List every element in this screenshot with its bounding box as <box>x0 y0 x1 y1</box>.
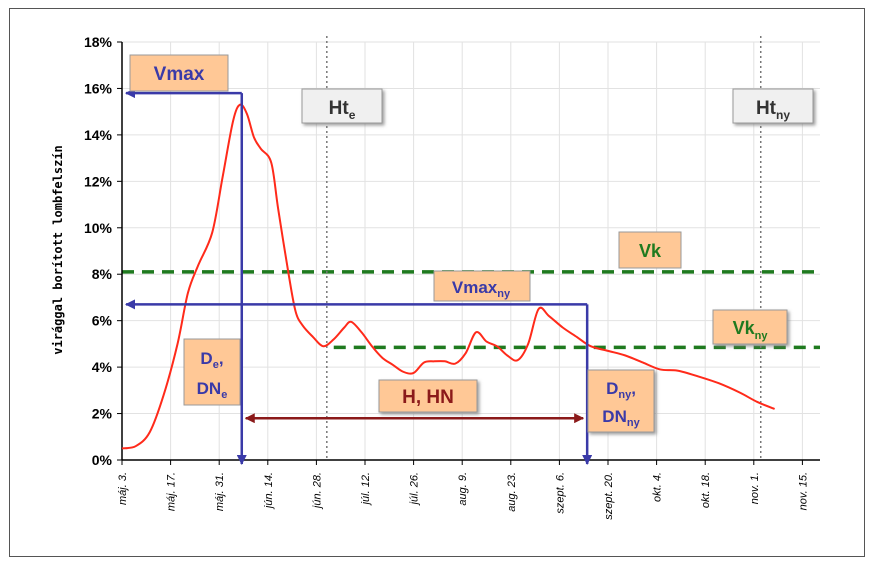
x-tick-label: jún. 14. <box>263 472 275 510</box>
y-tick-label: 2% <box>92 406 113 422</box>
x-tick-label: máj. 3. <box>117 472 129 505</box>
vmaxny-label: Vmaxny <box>433 270 531 302</box>
y-tick-label: 10% <box>84 220 113 236</box>
y-tick-label: 0% <box>92 452 113 468</box>
vmax-label: Vmax <box>129 54 229 92</box>
vkny-label: Vkny <box>712 309 788 345</box>
x-tick-label: aug. 23. <box>506 472 518 512</box>
dny-label-line2: DNny <box>602 407 640 429</box>
vmax-label-text: Vmax <box>154 64 205 85</box>
x-tick-label: nov. 1. <box>749 472 761 504</box>
vmax-label-bg <box>129 54 229 92</box>
x-tick-label: máj. 31. <box>214 472 226 511</box>
vkny-label-text: Vkny <box>733 318 769 342</box>
htny-label: Htny <box>732 88 814 124</box>
vkny-label-bg <box>712 309 788 345</box>
hte-label-text: Hte <box>329 98 356 122</box>
x-tick-label: nov. 15. <box>797 472 809 510</box>
y-tick-label: 12% <box>84 173 113 189</box>
de-label-line1: De, <box>200 349 223 371</box>
data-series <box>121 103 776 450</box>
y-tick-label: 6% <box>92 313 113 329</box>
annotations: Vmax Vmaxny Hte Htny Vk Vkny De, DNe Dny, DNny H, … <box>125 54 814 465</box>
y-tick-label: 18% <box>84 34 113 50</box>
vk-label-bg <box>618 231 682 269</box>
htny-label-text: Htny <box>756 98 790 122</box>
dny-label-line1: Dny, <box>606 379 636 401</box>
x-tick-label: okt. 18. <box>700 472 712 508</box>
y-axis-label: virággal borított lombfelszín <box>51 145 65 355</box>
x-tick-label: aug. 9. <box>457 472 469 506</box>
series-line <box>121 103 776 450</box>
x-tick-label: szept. 6. <box>554 472 566 514</box>
y-tick-label: 16% <box>84 80 113 96</box>
vk-label-text: Vk <box>639 241 662 261</box>
x-tick-label: okt. 4. <box>652 472 664 502</box>
h-hn-label-text: H, HN <box>402 387 454 408</box>
x-tick-label: jún. 28. <box>311 472 323 510</box>
h-hn-label-bg <box>378 379 478 413</box>
h-hn-label: H, HN <box>378 379 478 413</box>
hte-label-bg <box>301 88 383 124</box>
x-tick-label: júl. 26. <box>409 472 421 506</box>
vk-label: Vk <box>618 231 682 269</box>
de-label-bg <box>183 338 241 406</box>
dny-label-bg <box>587 369 655 433</box>
vmaxny-label-text: Vmaxny <box>452 278 511 300</box>
htny-label-bg <box>732 88 814 124</box>
y-tick-labels: 0% 2% 4% 6% 8% 10% 12% 14% 16% 18% <box>84 34 113 468</box>
x-tick-labels: máj. 3. máj. 17. máj. 31. jún. 14. jún. 28. j… <box>117 472 809 520</box>
y-tick-label: 14% <box>84 127 113 143</box>
vmaxny-label-bg <box>433 270 531 302</box>
x-tick-label: júl. 12. <box>360 472 372 506</box>
x-tick-label: szept. 20. <box>603 472 615 520</box>
y-tick-label: 8% <box>92 266 113 282</box>
x-tick-label: máj. 17. <box>166 472 178 511</box>
de-label-line2: DNe <box>197 379 228 401</box>
dny-label: Dny, DNny <box>587 369 655 433</box>
de-label: De, DNe <box>183 338 241 406</box>
hte-label: Hte <box>301 88 383 124</box>
y-tick-label: 4% <box>92 359 113 375</box>
